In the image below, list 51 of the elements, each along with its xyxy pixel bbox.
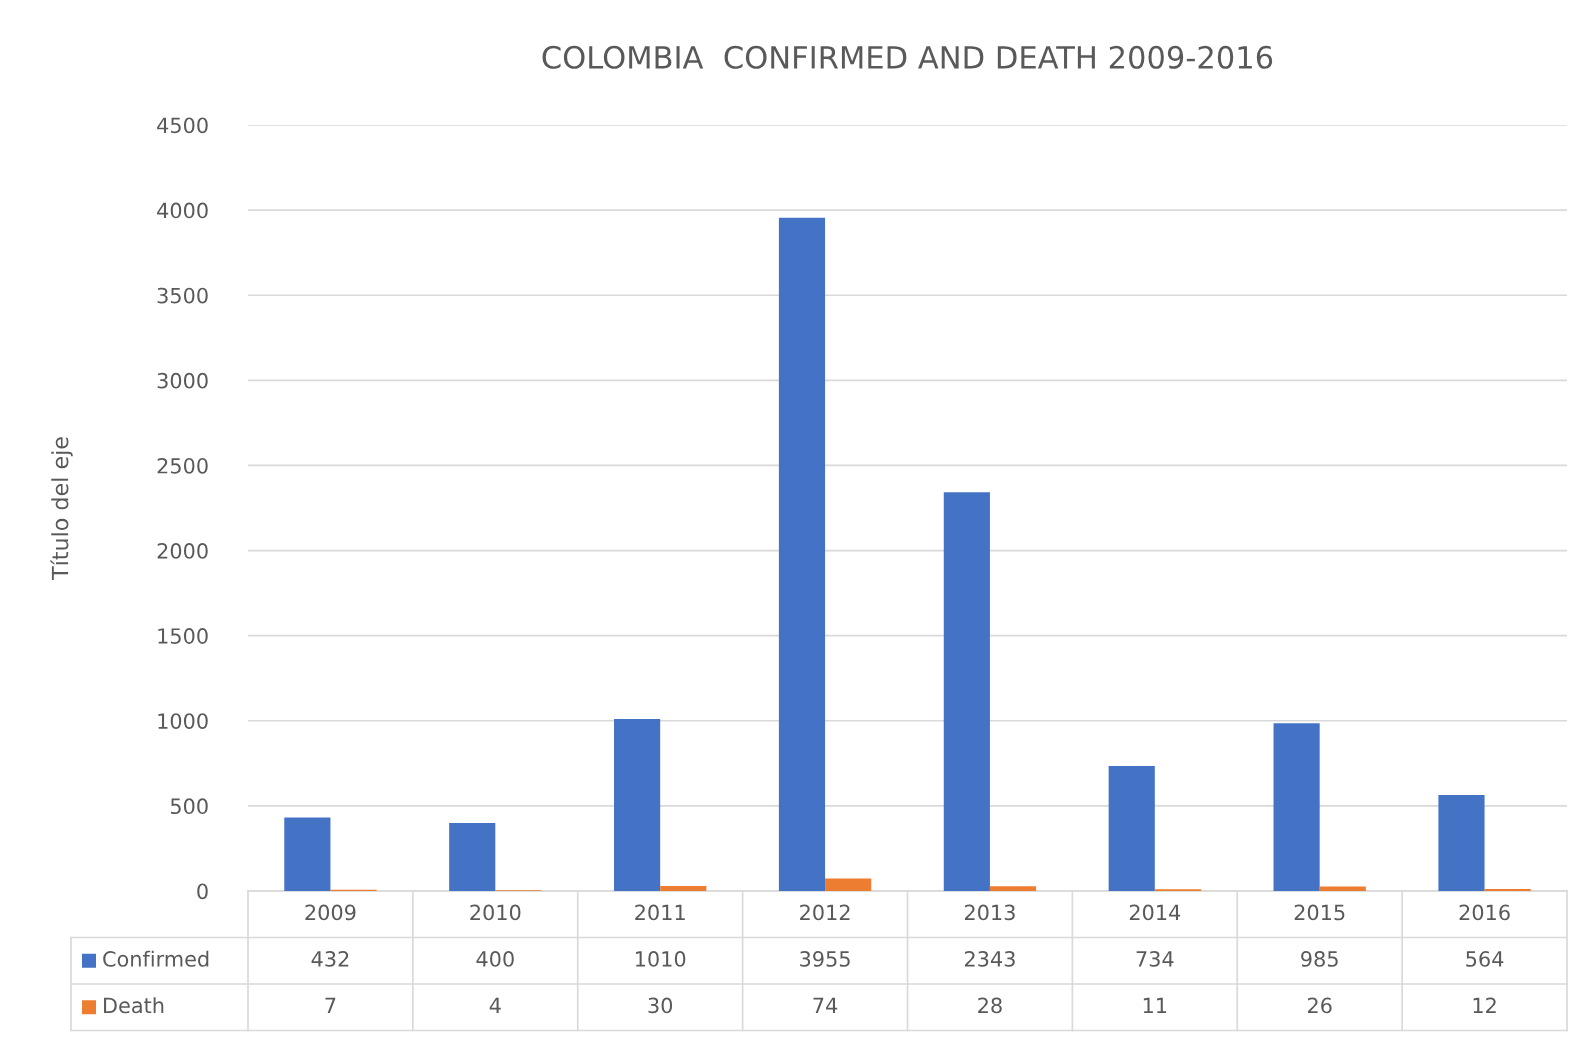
- data-label: 74: [813, 997, 838, 1013]
- bar: [1484, 888, 1531, 891]
- bar: [778, 217, 826, 891]
- y-tick-label: 0: [197, 883, 208, 900]
- y-tick-label: 1000: [158, 713, 208, 729]
- data-label: 26: [1307, 997, 1332, 1014]
- y-tick-label: 500: [170, 798, 208, 815]
- bar: [1319, 886, 1366, 891]
- data-label: 400: [476, 951, 514, 967]
- x-tick-label: 2013: [964, 904, 1015, 921]
- x-tick-label: 2012: [800, 904, 850, 921]
- y-tick-label: 3500: [157, 287, 208, 304]
- x-tick-label: 2010: [470, 904, 521, 921]
- y-axis-title: Título del eje: [50, 437, 73, 581]
- x-tick-label: 2009: [305, 904, 356, 921]
- y-tick-label: 1500: [158, 628, 208, 644]
- data-label: 432: [311, 951, 349, 967]
- bar: [449, 822, 496, 891]
- y-tick-label: 3000: [157, 372, 208, 389]
- y-tick-label: 4500: [157, 117, 208, 134]
- bar: [1438, 794, 1485, 891]
- legend-label: Confirmed: [103, 950, 209, 967]
- bar: [943, 492, 990, 891]
- bar: [614, 719, 661, 891]
- bar: [284, 817, 331, 891]
- y-tick-label: 2000: [157, 543, 208, 559]
- bar: [1108, 766, 1155, 891]
- data-label: 30: [648, 997, 673, 1014]
- data-label: 1010: [635, 951, 686, 967]
- data-label: 4: [489, 997, 501, 1013]
- legend-label: Death: [104, 997, 164, 1014]
- bar: [825, 878, 872, 891]
- data-label: 28: [978, 997, 1002, 1014]
- x-tick-label: 2016: [1459, 904, 1510, 921]
- y-tick-label: 4000: [157, 202, 208, 219]
- data-label: 564: [1466, 951, 1504, 967]
- bar: [989, 886, 1037, 891]
- x-tick-label: 2014: [1129, 904, 1181, 921]
- x-tick-label: 2015: [1294, 904, 1345, 921]
- data-label: 3955: [800, 951, 850, 967]
- x-tick-label: 2011: [635, 904, 685, 921]
- data-label: 11: [1143, 997, 1167, 1013]
- chart-title: COLOMBIA CONFIRMED AND DEATH 2009-2016: [542, 45, 1273, 69]
- y-tick-label: 2500: [157, 457, 208, 474]
- data-label: 2343: [964, 951, 1015, 967]
- data-label: 12: [1473, 997, 1496, 1013]
- data-label: 985: [1301, 951, 1338, 967]
- data-label: 7: [325, 997, 336, 1013]
- data-label: 734: [1136, 951, 1174, 967]
- bar: [1273, 723, 1320, 891]
- bar: [660, 885, 707, 891]
